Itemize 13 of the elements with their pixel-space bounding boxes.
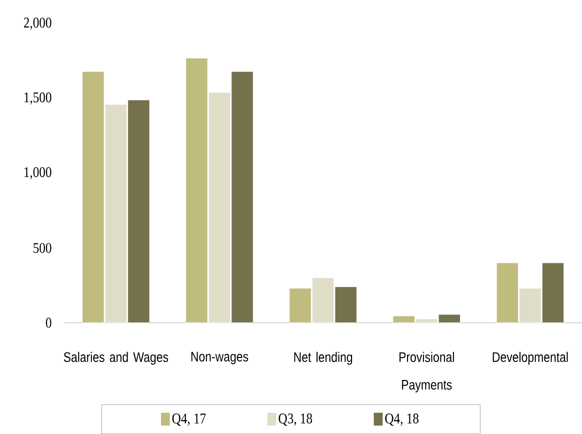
y-tick-label: 0	[46, 318, 52, 328]
y-tick-label: 1,500	[24, 92, 52, 105]
x-tick-label: Non-wages	[191, 352, 248, 364]
y-tick-label: 1,000	[24, 167, 52, 180]
x-tick-label: Salaries and Wages	[64, 352, 168, 365]
y-tick-label: 2,000	[24, 18, 52, 30]
category-label: Provisional Payments	[400, 352, 454, 392]
legend-label: Q4, 18	[385, 414, 418, 426]
x-tick-label: Developmental	[492, 352, 568, 365]
x-tick-label: Net lending	[294, 352, 352, 365]
legend-label: Q3, 18	[278, 414, 312, 426]
y-tick-label: 500	[34, 243, 52, 253]
legend-label: Q4, 17	[172, 414, 206, 426]
